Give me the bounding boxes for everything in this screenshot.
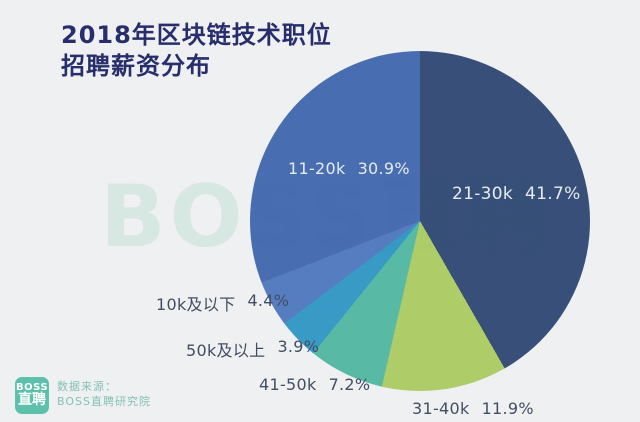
data-source-label: 数据来源： (57, 380, 117, 393)
pie-label-21-30k: 21-30k 41.7% (452, 184, 581, 204)
pie-label-percent: 41.7% (525, 184, 581, 204)
pie-label-41-50k: 41-50k 7.2% (259, 375, 370, 394)
pie-label-percent: 7.2% (328, 375, 371, 394)
page-title-line2: 招聘薪资分布 (61, 52, 211, 80)
pie-label-percent: 4.4% (247, 291, 290, 310)
pie-label-range: 10k及以下 (156, 295, 236, 314)
pie-label-percent: 11.9% (481, 399, 534, 418)
pie-chart (250, 51, 590, 391)
logo-text-boss: BOSS (15, 381, 49, 393)
boss-zhipin-logo: BOSS 直聘 (15, 377, 49, 414)
pie-label-percent: 3.9% (277, 337, 320, 356)
data-source-note: 数据来源： BOSS直聘研究院 (57, 379, 151, 409)
pie-label-50k-and-above: 50k及以上 3.9% (186, 337, 319, 361)
pie-label-range: 11-20k (288, 159, 346, 178)
page-title: 2018年区块链技术职位 招聘薪资分布 (61, 20, 332, 82)
data-source-name: BOSS直聘研究院 (57, 395, 151, 408)
pie-label-range: 31-40k (412, 399, 470, 418)
pie-label-range: 21-30k (452, 184, 514, 204)
page-title-line1: 2018年区块链技术职位 (61, 21, 332, 49)
pie-label-percent: 30.9% (357, 159, 410, 178)
logo-text-zhipin: 直聘 (18, 392, 46, 409)
pie-label-range: 41-50k (259, 375, 317, 394)
pie-label-10k-and-below: 10k及以下 4.4% (156, 291, 289, 315)
pie-label-31-40k: 31-40k 11.9% (412, 399, 534, 418)
pie-label-11-20k: 11-20k 30.9% (288, 159, 410, 178)
pie-label-range: 50k及以上 (186, 341, 266, 360)
